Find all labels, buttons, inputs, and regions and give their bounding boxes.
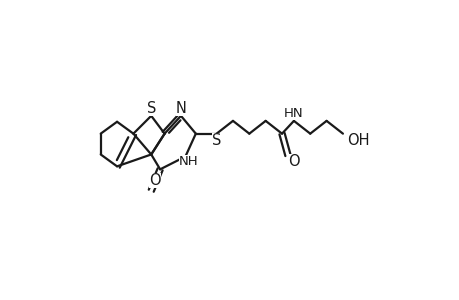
Text: HN: HN [284, 107, 303, 120]
Text: O: O [287, 154, 299, 169]
Text: S: S [146, 101, 156, 116]
Text: OH: OH [347, 133, 369, 148]
Text: S: S [212, 133, 221, 148]
Text: NH: NH [179, 155, 198, 168]
Text: O: O [149, 173, 161, 188]
Text: N: N [175, 101, 186, 116]
